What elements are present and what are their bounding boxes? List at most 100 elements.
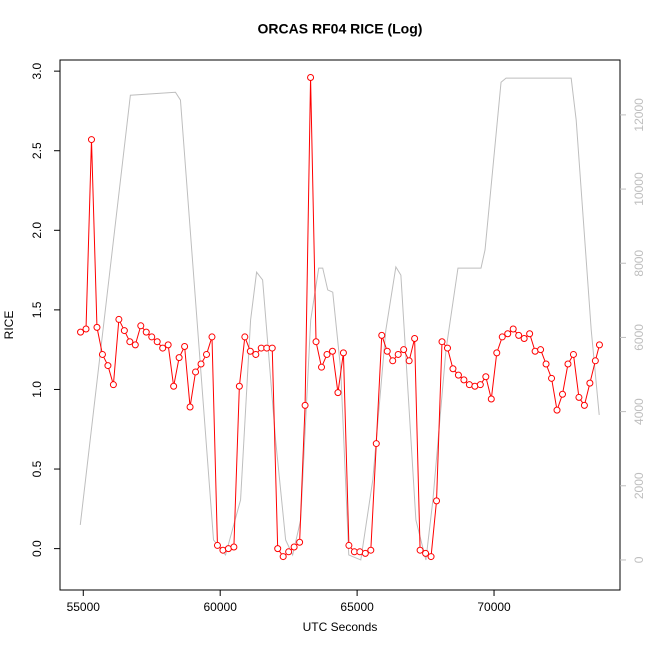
point xyxy=(564,360,572,368)
point xyxy=(548,374,556,382)
point xyxy=(383,347,391,355)
point xyxy=(246,347,254,355)
y-tick-label: 1.0 xyxy=(30,381,44,398)
point xyxy=(339,349,347,357)
point xyxy=(394,350,402,358)
chart-title: ORCAS RF04 RICE (Log) xyxy=(258,21,423,37)
y-tick-label: 2.0 xyxy=(30,222,44,239)
point xyxy=(400,346,408,354)
point xyxy=(82,325,90,333)
y-tick-label: 0.0 xyxy=(30,540,44,557)
point xyxy=(104,362,112,370)
y2-tick-label: 0 xyxy=(632,556,646,563)
y-axis-label: RICE xyxy=(2,311,16,340)
point xyxy=(181,342,189,350)
point xyxy=(422,549,430,557)
y2-tick-label: 2000 xyxy=(632,472,646,499)
point xyxy=(208,333,216,341)
point xyxy=(405,357,413,365)
point xyxy=(367,546,375,554)
point xyxy=(301,401,309,409)
y2-tick-label: 10000 xyxy=(632,172,646,206)
point xyxy=(482,373,490,381)
point xyxy=(213,541,221,549)
point xyxy=(454,371,462,379)
point xyxy=(438,338,446,346)
point xyxy=(411,335,419,343)
point xyxy=(235,382,243,390)
point xyxy=(361,549,369,557)
point xyxy=(312,338,320,346)
series-line xyxy=(79,77,600,561)
point xyxy=(487,395,495,403)
y-tick-label: 2.5 xyxy=(30,142,44,159)
point xyxy=(553,406,561,414)
point xyxy=(274,545,282,553)
point xyxy=(296,538,304,546)
point xyxy=(323,350,331,358)
point xyxy=(197,360,205,368)
x-tick-label: 65000 xyxy=(340,600,374,614)
point xyxy=(148,333,156,341)
point xyxy=(345,541,353,549)
y2-tick-label: 4000 xyxy=(632,398,646,425)
point xyxy=(427,553,435,561)
point xyxy=(77,328,85,336)
y-tick-label: 1.5 xyxy=(30,301,44,318)
point xyxy=(569,350,577,358)
point xyxy=(416,546,424,554)
point xyxy=(575,393,583,401)
point xyxy=(87,136,95,144)
point xyxy=(279,553,287,561)
point xyxy=(580,401,588,409)
y-tick-label: 3.0 xyxy=(30,62,44,79)
point xyxy=(175,354,183,362)
point xyxy=(443,344,451,352)
point xyxy=(159,344,167,352)
point xyxy=(449,365,457,373)
y2-tick-label: 6000 xyxy=(632,324,646,351)
point xyxy=(137,322,145,330)
x-tick-label: 55000 xyxy=(67,600,101,614)
point xyxy=(526,330,534,338)
point xyxy=(98,350,106,358)
point xyxy=(126,338,134,346)
point xyxy=(372,440,380,448)
point xyxy=(285,548,293,556)
point xyxy=(595,341,603,349)
point xyxy=(334,389,342,397)
point xyxy=(542,360,550,368)
point xyxy=(115,315,123,323)
point xyxy=(268,344,276,352)
point xyxy=(433,497,441,505)
point xyxy=(164,341,172,349)
x-tick-label: 70000 xyxy=(477,600,511,614)
point xyxy=(476,381,484,389)
point xyxy=(192,368,200,376)
point xyxy=(131,341,139,349)
point xyxy=(252,350,260,358)
point xyxy=(328,347,336,355)
point xyxy=(460,376,468,384)
point xyxy=(93,323,101,331)
point xyxy=(120,327,128,335)
series-line xyxy=(80,77,600,558)
y2-tick-label: 8000 xyxy=(632,250,646,277)
point xyxy=(493,349,501,357)
point xyxy=(537,346,545,354)
point xyxy=(109,381,117,389)
point xyxy=(520,335,528,343)
point xyxy=(241,333,249,341)
point xyxy=(170,382,178,390)
point xyxy=(290,543,298,551)
point xyxy=(591,357,599,365)
y-tick-label: 0.5 xyxy=(30,460,44,477)
plot-box xyxy=(59,59,621,591)
point xyxy=(389,357,397,365)
point xyxy=(186,403,194,411)
point xyxy=(378,331,386,339)
point xyxy=(318,363,326,371)
x-tick-label: 60000 xyxy=(204,600,238,614)
x-axis-label: UTC Seconds xyxy=(303,620,378,634)
